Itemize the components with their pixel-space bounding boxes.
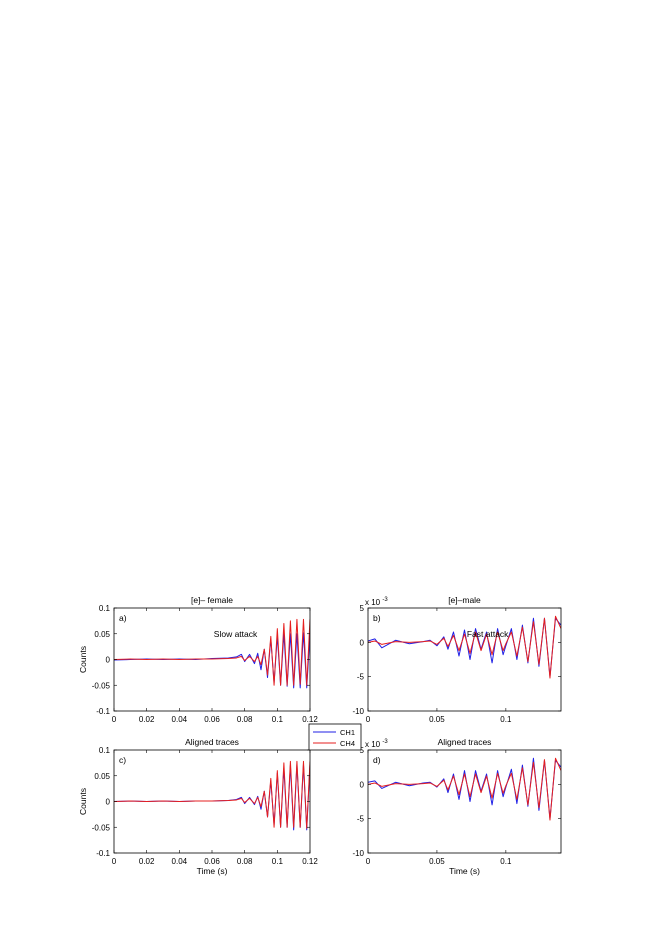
x-tick-label: 0.04 xyxy=(172,715,188,724)
x-tick-label: 0.1 xyxy=(500,857,512,866)
y-tick-label: 0.1 xyxy=(99,604,111,613)
y-tick-label: 0.05 xyxy=(94,630,110,639)
panel-c: 0 0.02 0.04 0.06 0.08 0.1 0.12 -0.1 -0.05 0 0.05 0.… xyxy=(78,737,318,876)
panel-annotation: Fast attack xyxy=(467,629,509,639)
x-tick-label: 0.1 xyxy=(500,715,512,724)
series-line-ch1 xyxy=(368,617,561,678)
x-tick-label: 0.1 xyxy=(272,857,284,866)
series-line-ch4 xyxy=(368,615,561,679)
x-tick-label: 0.06 xyxy=(204,857,220,866)
series-line-ch4 xyxy=(368,757,561,821)
axis-exponent-power: -3 xyxy=(382,739,388,745)
y-tick-label: -5 xyxy=(357,673,365,682)
panel-d: 0 0.05 0.1 -10 -5 0 5 Aligned traces d) x 10 -3 Ti… xyxy=(352,737,562,876)
panel-annotation: Slow attack xyxy=(214,629,258,639)
panel-title: [e]– female xyxy=(191,595,233,605)
y-tick-label: 0 xyxy=(106,798,111,807)
x-tick-label: 0 xyxy=(112,715,117,724)
y-tick-label: 0 xyxy=(360,780,365,789)
legend: CH1 CH4 xyxy=(308,723,362,751)
panel-title: Aligned traces xyxy=(185,737,239,747)
x-tick-label: 0.1 xyxy=(272,715,284,724)
y-tick-label: 0.1 xyxy=(99,746,111,755)
y-tick-label: -10 xyxy=(352,849,364,858)
x-tick-label: 0.08 xyxy=(237,715,253,724)
panel-label: c) xyxy=(119,755,126,765)
axis-exponent: x 10 -3 xyxy=(365,597,388,607)
panel-label: b) xyxy=(373,613,381,623)
panel-a: 0 0.02 0.04 0.06 0.08 0.1 0.12 -0.1 -0.05 0 0.05 0.… xyxy=(78,595,318,724)
x-axis-label: Time (s) xyxy=(449,866,480,876)
y-tick-label: -0.1 xyxy=(96,707,110,716)
legend-label-ch4: CH4 xyxy=(340,739,355,748)
legend-label-ch1: CH1 xyxy=(340,728,355,737)
legend-box xyxy=(308,723,362,751)
x-tick-label: 0.04 xyxy=(172,857,188,866)
x-tick-label: 0.02 xyxy=(139,857,155,866)
panel-label: a) xyxy=(119,613,127,623)
x-tick-label: 0.12 xyxy=(302,857,318,866)
panel-b: 0 0.05 0.1 -10 -5 0 5 [e]–male b) Fast attack x 10… xyxy=(352,595,562,724)
y-tick-label: -5 xyxy=(357,815,365,824)
axes-frame xyxy=(367,607,562,712)
x-tick-label: 0.02 xyxy=(139,715,155,724)
x-axis-label: Time (s) xyxy=(197,866,228,876)
series-line-ch4 xyxy=(114,618,310,686)
x-tick-label: 0.05 xyxy=(429,857,445,866)
y-tick-label: 5 xyxy=(360,746,365,755)
y-axis-label: Counts xyxy=(78,646,88,673)
panel-label: d) xyxy=(373,755,381,765)
y-tick-label: -10 xyxy=(352,707,364,716)
x-tick-label: 0.05 xyxy=(429,715,445,724)
x-tick-label: 0 xyxy=(366,857,371,866)
series-line-ch4 xyxy=(114,760,310,829)
y-tick-label: 5 xyxy=(360,604,365,613)
panel-title: Aligned traces xyxy=(438,737,492,747)
y-tick-label: 0.05 xyxy=(94,772,110,781)
axes-frame xyxy=(367,749,562,854)
series-line-ch1 xyxy=(368,757,561,820)
y-tick-label: -0.1 xyxy=(96,849,110,858)
panel-title: [e]–male xyxy=(448,595,481,605)
y-tick-label: 0 xyxy=(106,656,111,665)
x-tick-label: 0.08 xyxy=(237,857,253,866)
y-tick-label: 0 xyxy=(360,638,365,647)
y-tick-label: -0.05 xyxy=(92,823,111,832)
x-tick-label: 0 xyxy=(112,857,117,866)
axis-exponent: x 10 -3 xyxy=(365,739,388,749)
x-tick-label: 0.06 xyxy=(204,715,220,724)
x-tick-label: 0.12 xyxy=(302,715,318,724)
x-tick-label: 0 xyxy=(366,715,371,724)
y-axis-label: Counts xyxy=(78,788,88,815)
y-tick-label: -0.05 xyxy=(92,681,111,690)
axis-exponent-power: -3 xyxy=(382,597,388,603)
